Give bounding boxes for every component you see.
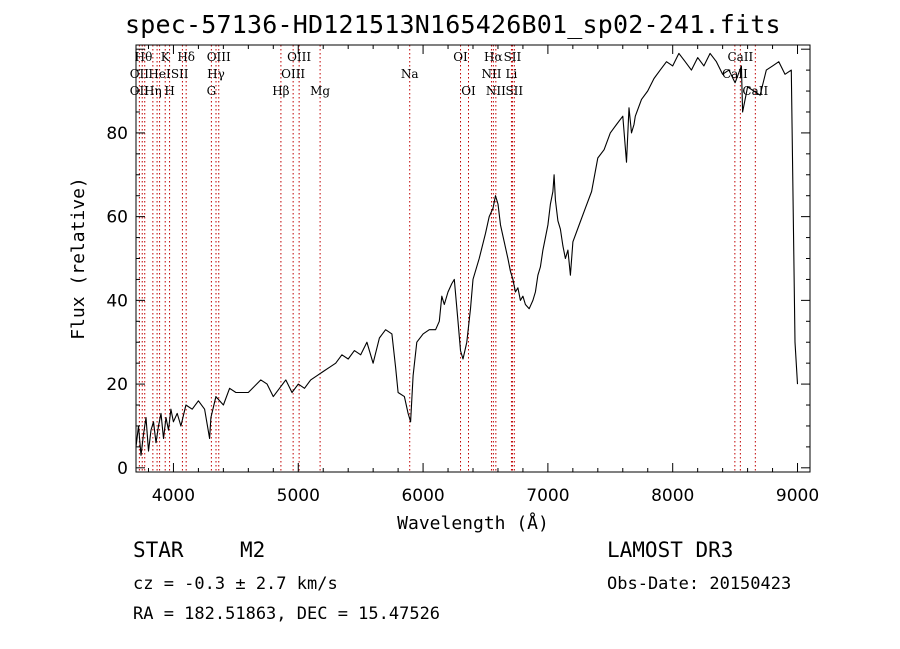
line-label-22: Li: [506, 67, 518, 81]
x-tick-label: 6000: [401, 486, 444, 506]
x-tick-label: 4000: [152, 486, 195, 506]
line-label-19: Hα: [484, 50, 503, 64]
line-label-23: NII: [486, 84, 506, 98]
line-label-17: OI: [453, 50, 468, 64]
line-label-18: OI: [461, 84, 476, 98]
line-label-9: OIII: [207, 50, 231, 64]
y-tick-label: 0: [117, 459, 128, 479]
line-label-12: Hβ: [272, 84, 289, 98]
line-label-0: Hθ: [135, 50, 153, 64]
line-label-26: CaII: [722, 67, 748, 81]
spectral-subclass: M2: [240, 538, 266, 562]
y-tick-label: 20: [106, 375, 128, 395]
plot-frame: [135, 44, 811, 473]
line-label-11: G: [207, 84, 217, 98]
y-tick-label: 80: [106, 124, 128, 144]
line-label-6: Hδ: [177, 50, 195, 64]
observation-date: Obs-Date: 20150423: [607, 574, 792, 594]
line-label-7: SII: [171, 67, 189, 81]
redshift-velocity: cz = -0.3 ± 2.7 km/s: [133, 574, 338, 594]
line-label-8: H: [164, 84, 174, 98]
line-label-25: CaII: [727, 50, 753, 64]
line-label-5: Hη: [144, 84, 162, 98]
x-tick-label: 9000: [776, 486, 819, 506]
y-tick-label: 60: [106, 208, 128, 228]
line-label-15: Mg: [310, 84, 330, 98]
y-axis-label: Flux (relative): [68, 177, 89, 340]
object-class: STAR: [133, 538, 184, 562]
x-tick-label: 8000: [651, 486, 694, 506]
x-tick-label: 7000: [526, 486, 569, 506]
chart-title: spec-57136-HD121513N165426B01_sp02-241.f…: [125, 10, 781, 39]
x-tick-label: 5000: [277, 486, 320, 506]
line-label-21: NII: [481, 67, 501, 81]
line-label-16: Na: [401, 67, 419, 81]
line-label-4: HeI: [148, 67, 171, 81]
line-label-10: Hγ: [207, 67, 225, 81]
y-tick-label: 40: [106, 291, 128, 311]
survey-release: LAMOST DR3: [607, 538, 734, 562]
line-label-1: OII: [130, 67, 150, 81]
line-label-24: SII: [505, 84, 523, 98]
line-label-20: SII: [504, 50, 522, 64]
coordinates: RA = 182.51863, DEC = 15.47526: [133, 604, 441, 624]
spectrum-line: [135, 52, 799, 456]
line-label-14: OIII: [281, 67, 305, 81]
line-label-13: OIII: [287, 50, 311, 64]
line-label-3: K: [161, 50, 171, 64]
x-axis-label: Wavelength (Å): [397, 512, 549, 534]
